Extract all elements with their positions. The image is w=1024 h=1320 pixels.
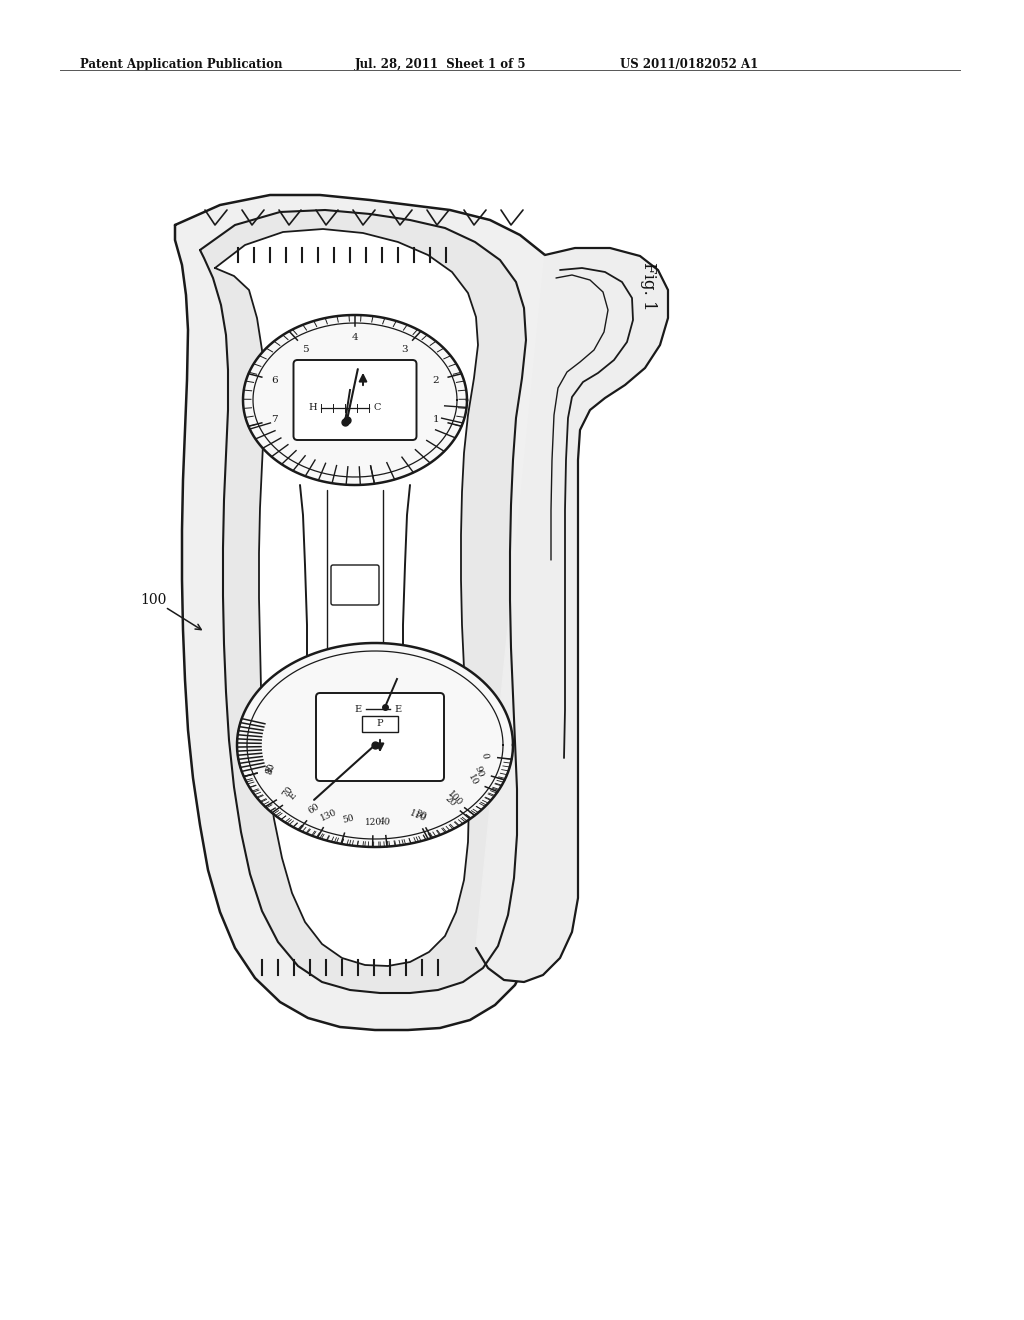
FancyBboxPatch shape	[294, 360, 417, 440]
Text: 90: 90	[472, 764, 484, 779]
Text: Jul. 28, 2011  Sheet 1 of 5: Jul. 28, 2011 Sheet 1 of 5	[355, 58, 526, 71]
Text: 30: 30	[413, 809, 427, 821]
Text: H: H	[308, 404, 317, 412]
Text: 1: 1	[432, 414, 439, 424]
Text: P: P	[377, 719, 383, 729]
Text: 20: 20	[443, 793, 458, 808]
Text: 80: 80	[264, 762, 276, 776]
Text: 0: 0	[479, 752, 488, 759]
Polygon shape	[215, 228, 478, 966]
FancyBboxPatch shape	[316, 693, 444, 781]
Polygon shape	[237, 643, 513, 847]
Text: 120: 120	[365, 817, 382, 826]
Text: 3: 3	[401, 346, 409, 354]
Text: 40: 40	[379, 817, 391, 826]
Text: E: E	[394, 705, 401, 714]
Bar	[362, 715, 398, 733]
Text: 2: 2	[432, 376, 439, 385]
Polygon shape	[476, 248, 668, 982]
Text: US 2011/0182052 A1: US 2011/0182052 A1	[620, 58, 758, 71]
Text: 6: 6	[270, 376, 278, 385]
Text: 100: 100	[445, 789, 464, 808]
Polygon shape	[175, 195, 560, 1030]
Text: 130: 130	[319, 808, 339, 822]
Text: 100: 100	[140, 593, 166, 607]
Polygon shape	[243, 315, 467, 484]
Text: 7: 7	[270, 414, 278, 424]
FancyBboxPatch shape	[331, 565, 379, 605]
Text: 70: 70	[281, 784, 295, 799]
Text: 4: 4	[351, 334, 358, 342]
Text: Fig. 1: Fig. 1	[640, 261, 656, 310]
Text: 5: 5	[302, 346, 308, 354]
Text: C: C	[374, 404, 381, 412]
Text: 10: 10	[466, 774, 479, 788]
Text: 50: 50	[341, 814, 354, 825]
Polygon shape	[200, 210, 526, 993]
Text: Patent Application Publication: Patent Application Publication	[80, 58, 283, 71]
Text: E: E	[288, 791, 298, 801]
Text: E: E	[265, 764, 275, 774]
Text: 60: 60	[307, 803, 322, 816]
Text: E: E	[354, 705, 361, 714]
Text: 110: 110	[408, 809, 427, 824]
